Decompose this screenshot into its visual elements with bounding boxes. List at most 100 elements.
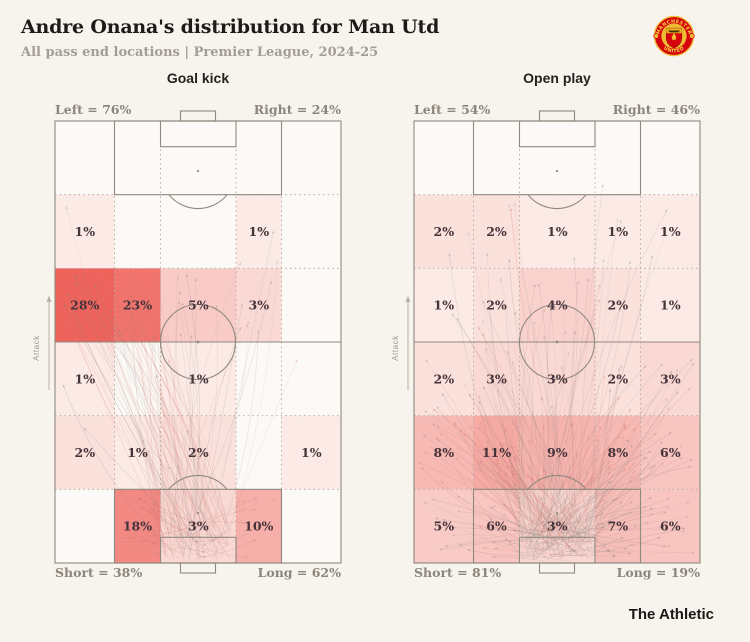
pass-line [591, 528, 686, 533]
pass-arrowhead [451, 313, 455, 317]
pass-arrowhead [496, 457, 499, 460]
heat-cells-layer [55, 194, 341, 563]
goal-top [179, 110, 217, 122]
pass-line [441, 392, 576, 553]
pass-arrowhead [213, 537, 217, 540]
pass-arrowhead [560, 366, 564, 370]
pass-line [532, 283, 550, 561]
pass-line [522, 278, 589, 561]
zone-percent-label: 7% [608, 519, 629, 534]
pass-arrowhead [607, 467, 610, 471]
pass-line [121, 528, 171, 559]
pass-arrowhead [587, 436, 590, 440]
pass-arrowhead [123, 333, 126, 337]
pass-arrowhead [643, 505, 647, 509]
pass-arrowhead [153, 533, 157, 536]
pass-line [506, 465, 586, 561]
attack-label: Attack [32, 335, 41, 361]
pass-arrowhead [562, 375, 566, 379]
pass-line [74, 282, 193, 527]
zone-percent-label: 1% [127, 445, 148, 460]
pass-line [496, 389, 535, 559]
pass-line [550, 408, 631, 548]
zone-percent-label: 8% [608, 445, 629, 460]
pass-line [579, 505, 604, 558]
pass-arrowhead [152, 336, 156, 340]
pass-arrowhead [666, 505, 670, 509]
pass-line [503, 373, 553, 559]
pass-arrowhead [71, 303, 75, 307]
pass-arrowhead [442, 393, 445, 397]
pass-arrowhead [564, 439, 568, 443]
pass-line [562, 537, 624, 556]
pass-arrowhead [506, 350, 510, 354]
pass-arrowhead [149, 511, 153, 515]
pass-line [495, 456, 585, 551]
goal-kick-left-share-label: Left = 76% [55, 102, 132, 117]
pass-line [506, 449, 574, 525]
pass-arrowhead [502, 442, 506, 446]
pass-lines-layer [60, 206, 298, 561]
pass-arrowhead [146, 529, 150, 533]
penalty-spot-top [196, 169, 200, 173]
heat-cell [519, 194, 595, 269]
pass-line [576, 437, 608, 528]
pass-arrowhead [89, 274, 93, 278]
pass-arrowhead [633, 524, 637, 528]
pass-arrowhead [130, 294, 133, 297]
pass-arrowhead [675, 391, 679, 395]
heat-cell [595, 342, 641, 416]
pass-arrowhead [439, 433, 443, 436]
manchester-united-crest-icon: MANCHESTER UNITED [653, 15, 695, 57]
pass-arrowhead [179, 532, 182, 536]
pass-line [546, 300, 560, 527]
pass-line [168, 359, 200, 561]
pass-arrowhead [456, 457, 459, 460]
heat-cell [414, 415, 474, 490]
pass-line [549, 426, 627, 536]
pass-arrowhead [483, 386, 486, 390]
pass-arrowhead [689, 458, 693, 462]
pass-line [496, 458, 539, 525]
pass-line [551, 511, 667, 559]
pass-line [142, 540, 216, 542]
pass-arrowhead [155, 374, 159, 378]
pass-arrowhead [630, 501, 634, 504]
pass-arrowhead [514, 458, 517, 462]
pass-arrowhead [621, 436, 625, 440]
pass-arrowhead [506, 465, 510, 469]
pass-line [482, 386, 564, 557]
pass-arrowhead [631, 471, 635, 475]
pass-arrowhead [572, 257, 576, 261]
pass-arrowhead [96, 319, 99, 323]
pass-line [477, 426, 540, 528]
open-play-right-share-label: Right = 46% [612, 102, 700, 117]
pass-arrowhead [496, 389, 500, 393]
pass-line [568, 496, 652, 538]
pass-arrowhead [568, 474, 571, 478]
pass-line [181, 302, 199, 550]
pass-line [580, 531, 634, 546]
penalty-arc-bottom [168, 474, 228, 490]
pass-arrowhead [570, 423, 573, 427]
pass-arrowhead [533, 283, 536, 287]
crest-left-knob [653, 33, 660, 39]
pass-line [175, 276, 216, 559]
open-play-panel: Open play Left = 54% Right = 46% 2% 2% 1% 1… [391, 68, 701, 598]
pass-arrowhead [533, 321, 536, 325]
pass-line [532, 458, 693, 562]
pass-line [579, 370, 673, 549]
pass-line [454, 423, 559, 559]
pass-arrowhead [452, 533, 455, 537]
pass-line [571, 502, 578, 539]
pass-arrowhead [497, 452, 501, 456]
pass-arrowhead [269, 280, 273, 284]
pass-arrowhead [178, 290, 182, 294]
zone-percent-label: 1% [660, 224, 681, 239]
pass-line [504, 472, 532, 541]
pass-line [585, 526, 605, 544]
pass-arrowhead [652, 464, 656, 468]
pass-line [205, 549, 248, 559]
zone-percent-label: 6% [660, 445, 681, 460]
pass-line [463, 433, 590, 559]
